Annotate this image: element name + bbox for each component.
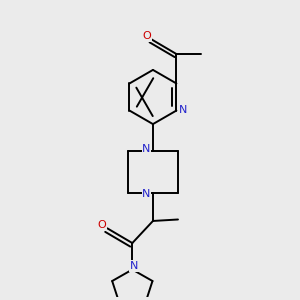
Text: N: N — [130, 261, 138, 271]
Text: N: N — [142, 144, 151, 154]
Text: O: O — [98, 220, 106, 230]
Text: N: N — [179, 105, 187, 115]
Text: N: N — [142, 190, 151, 200]
Text: O: O — [142, 31, 151, 41]
